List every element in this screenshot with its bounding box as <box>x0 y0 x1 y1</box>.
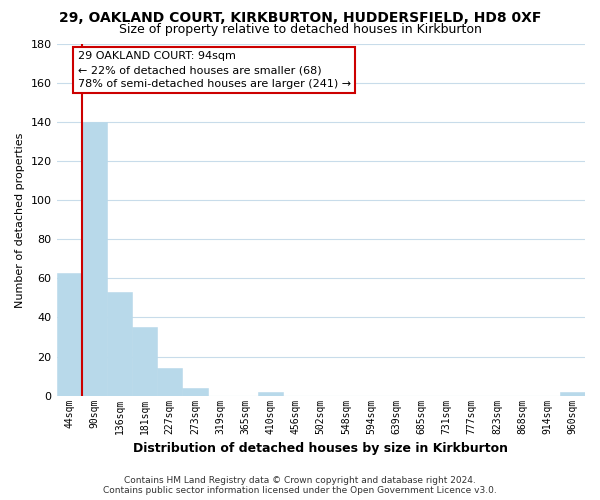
Bar <box>157 368 182 396</box>
Text: Size of property relative to detached houses in Kirkburton: Size of property relative to detached ho… <box>119 22 481 36</box>
X-axis label: Distribution of detached houses by size in Kirkburton: Distribution of detached houses by size … <box>133 442 508 455</box>
Text: 29 OAKLAND COURT: 94sqm
← 22% of detached houses are smaller (68)
78% of semi-de: 29 OAKLAND COURT: 94sqm ← 22% of detache… <box>77 51 351 89</box>
Y-axis label: Number of detached properties: Number of detached properties <box>15 132 25 308</box>
Bar <box>107 292 132 396</box>
Text: Contains HM Land Registry data © Crown copyright and database right 2024.
Contai: Contains HM Land Registry data © Crown c… <box>103 476 497 495</box>
Bar <box>82 122 107 396</box>
Bar <box>56 272 82 396</box>
Bar <box>182 388 208 396</box>
Text: 29, OAKLAND COURT, KIRKBURTON, HUDDERSFIELD, HD8 0XF: 29, OAKLAND COURT, KIRKBURTON, HUDDERSFI… <box>59 11 541 25</box>
Bar <box>560 392 585 396</box>
Bar <box>132 328 157 396</box>
Bar <box>258 392 283 396</box>
